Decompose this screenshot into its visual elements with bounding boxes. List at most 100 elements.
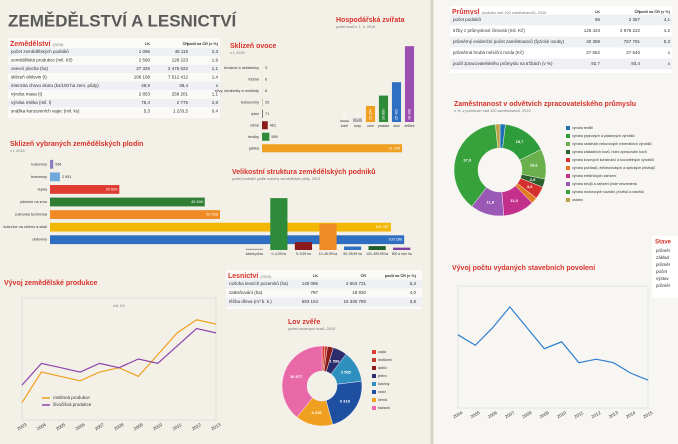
category-label: cukrovka technická (15, 213, 48, 217)
value-label: 25 462 (394, 109, 398, 120)
legend-swatch (566, 182, 570, 186)
table-cell: 4,1 (664, 17, 671, 22)
legend-label: černá (378, 398, 387, 402)
category-label: luskoviny (31, 162, 47, 166)
table-row-label: sklizeň obilovin (t) (11, 75, 47, 80)
table-cell: 1,1 (212, 66, 219, 71)
legend-label: výroba ostatních nekovových minerálních … (572, 142, 652, 146)
legend-swatch (566, 174, 570, 178)
chart-subtitle: počet kusů k 1. 4. 2016 (336, 25, 375, 29)
table-cell: 93,4 (631, 61, 640, 66)
value-label: 11 208 (389, 146, 400, 150)
legend-swatch (372, 406, 376, 410)
category-label: kukuřice na zeleno a siláž (4, 225, 48, 229)
category-label: kozy (354, 124, 361, 128)
legend-label: výroba pryžových a plastových výrobků (572, 134, 635, 138)
legend-swatch (566, 150, 570, 154)
table-row-label: snáška konzumních vajec (mil. ks) (11, 109, 80, 114)
table-cell: 593 104 (302, 299, 319, 304)
table-title: Zemědělství (10, 41, 52, 48)
table-cell: 1 096 (139, 49, 151, 54)
table-cell: 3,9 (410, 299, 417, 304)
table-row-label: výroba mléka (mil. l) (11, 100, 52, 105)
side-line: počet (656, 269, 668, 274)
value-label: 1 097 (342, 111, 346, 120)
category-label: višně (250, 123, 259, 127)
table-cell: 2 663 731 (346, 281, 367, 286)
category-label: třešně (248, 77, 259, 81)
category-label: hrušky (248, 135, 259, 139)
table-cell: 2 367 (629, 17, 641, 22)
category-label: řepka (38, 187, 48, 191)
value-label: 2 951 (62, 175, 72, 179)
table-column: podíl na ČR (v %) (639, 9, 671, 14)
table-year: (2015) (260, 275, 272, 279)
legend-label: jelení (377, 374, 387, 378)
table-row-label: počet podniků (453, 16, 482, 22)
table-row-label: průměrná hrubá měsíční mzda (Kč) (453, 49, 524, 55)
legend-swatch (566, 142, 570, 146)
legend-label: rostlinná produkce (53, 395, 90, 400)
category-label: žádná půda (246, 252, 263, 256)
bar (50, 210, 220, 219)
bar (50, 160, 53, 169)
table-row-label: výroba masa (t) (11, 92, 43, 97)
table-cell: 4,0 (410, 290, 417, 295)
table-cell: 125 423 (584, 28, 601, 33)
table-column: ČR (361, 273, 367, 278)
value-label: 26 (265, 100, 269, 104)
table-cell: 2,3 (212, 49, 219, 54)
table-cell: 7 512 412 (168, 75, 189, 80)
table-title: Lesnictví (228, 273, 259, 280)
chart-title: Velikostní struktura zemědělských podnik… (232, 168, 376, 176)
value-label: 10 254 (368, 109, 372, 120)
category-label: prasata (378, 124, 389, 128)
table-cell: 1 233,5 (173, 109, 189, 114)
chart-title: Sklizeň ovoce (230, 43, 276, 50)
table-cell: 27 652 (586, 50, 600, 55)
table-cell: 5,3 (410, 281, 417, 286)
legend-swatch (372, 398, 376, 402)
table-cell: 96 (595, 17, 601, 22)
legend-label: srnčí (378, 390, 386, 394)
bar (50, 172, 60, 181)
category-label: 10–49,99 ha (319, 252, 338, 256)
table-row-label: osevní plocha (ha) (11, 66, 49, 71)
value-label: 2 357 (355, 111, 359, 120)
page: ZEMĚDĚLSTVÍ A LESNICTVÍ Zemědělství(2015… (0, 0, 678, 444)
table-column: LK (145, 42, 150, 46)
value-label: 105 288 (388, 238, 402, 242)
table-row-label: počet zemědělských podniků (11, 48, 69, 54)
table-year: (2015) (52, 43, 64, 47)
table-row-label: tržby z průmyslové činnosti (mil. Kč) (453, 27, 525, 33)
bar (50, 223, 391, 232)
legend-label: kachny (378, 382, 390, 386)
chart-title: Sklizeň vybraných zemědělských plodin (10, 141, 143, 148)
value-label: 3 (265, 66, 267, 70)
table-cell: 4,2 (664, 28, 671, 33)
value-label: 2,9 (530, 177, 536, 182)
legend-swatch (372, 358, 376, 362)
table-cell: 106 108 (134, 75, 151, 80)
table-column: podíl na ČR (v %) (187, 41, 219, 46)
table-cell: 128 223 (172, 58, 189, 63)
category-label: slívy, mirabelky a renklódy (215, 89, 259, 93)
category-label: 100–499,99 ha (366, 252, 388, 256)
y-axis-label: mil. Kč (113, 304, 124, 308)
side-line: průměr (656, 247, 671, 253)
table-row-label: těžba dřeva (m³ b. k.) (229, 299, 272, 304)
category-label: rybíz (251, 112, 259, 116)
value-label: 10 977 (290, 374, 303, 379)
table-cell: 797 (310, 290, 318, 295)
value-label: 6 (265, 77, 267, 81)
page-title: ZEMĚDĚLSTVÍ A LESNICTVÍ (8, 11, 238, 30)
value-label: 37,9 (463, 158, 472, 163)
side-line: průměr (656, 282, 671, 288)
table-cell: 40 369 (586, 39, 600, 44)
bar (262, 121, 268, 129)
chart-title: Lov zvěře (288, 319, 320, 326)
table-cell: 2 590 (139, 58, 151, 63)
legend-label: výroba elektrických zařízení (572, 174, 616, 178)
bar (369, 246, 386, 250)
category-label: jablka (248, 146, 260, 150)
